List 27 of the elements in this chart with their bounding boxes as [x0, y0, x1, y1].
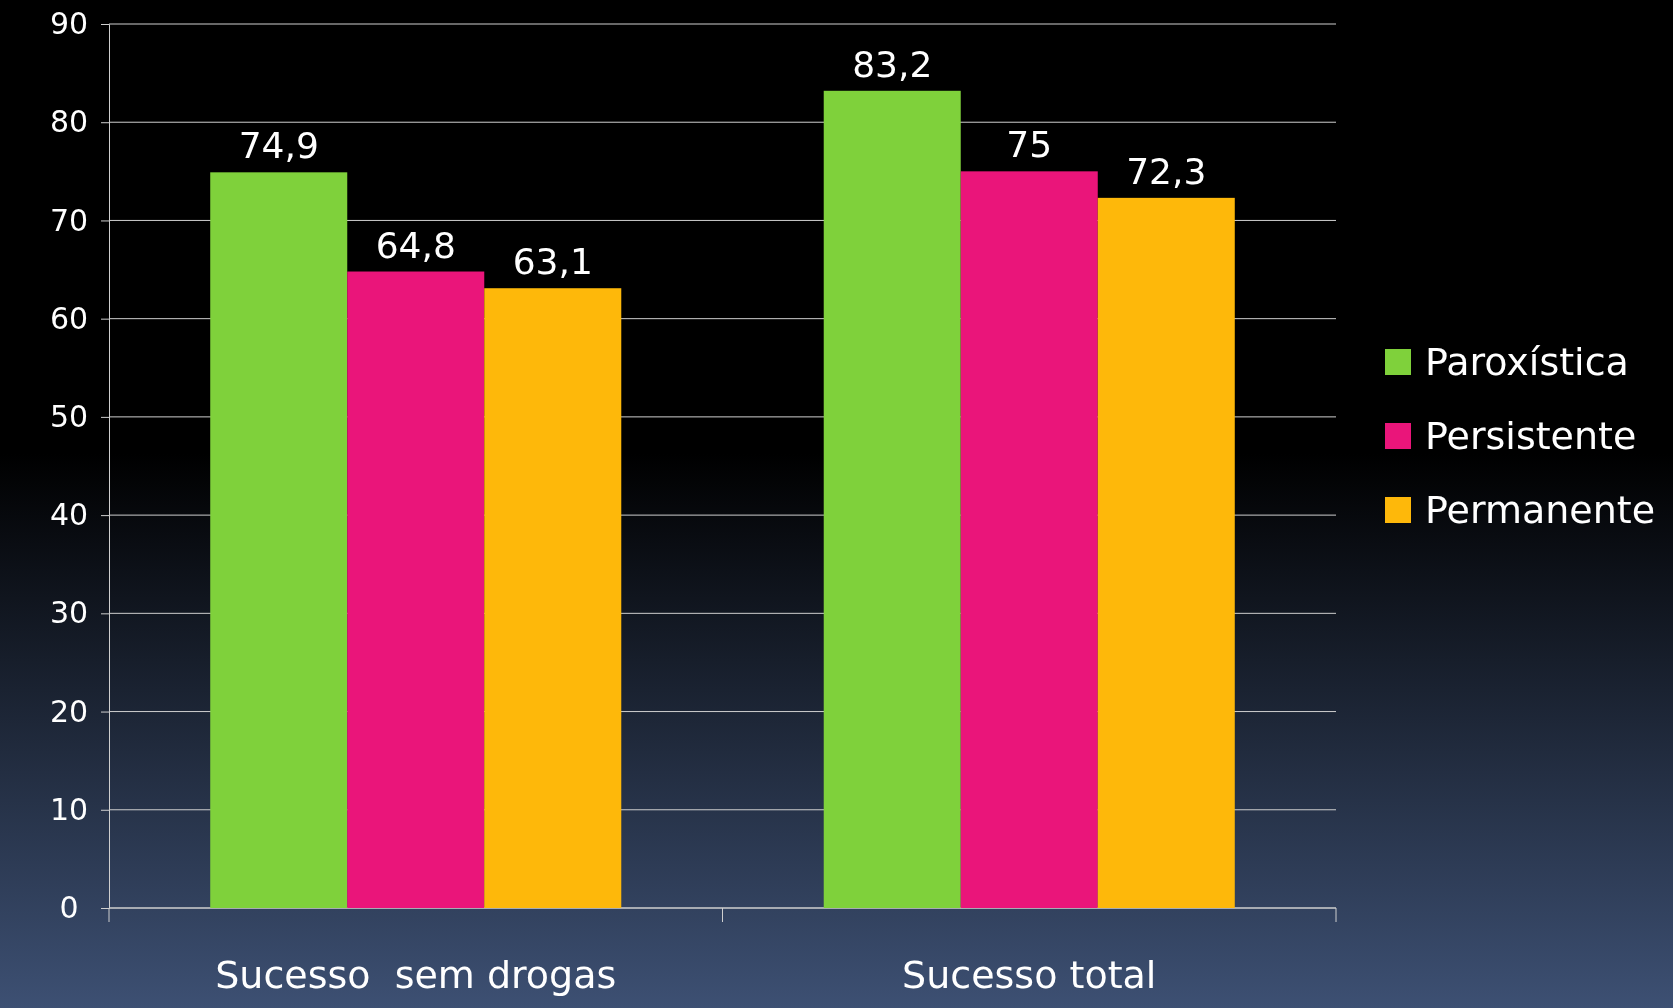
y-tick-label: 80 [49, 104, 89, 140]
bar [960, 171, 1098, 908]
legend-label: Persistente [1425, 414, 1637, 458]
data-label: 75 [1006, 124, 1053, 166]
data-label: 63,1 [512, 241, 593, 283]
y-tick-label: 70 [49, 202, 89, 238]
y-tick-label: 50 [49, 398, 89, 434]
bar [347, 271, 485, 908]
bar [210, 172, 348, 908]
x-tick-label: Sucesso total [902, 953, 1157, 997]
legend-label: Paroxística [1425, 340, 1629, 384]
y-tick-label: 40 [49, 497, 89, 533]
legend-label: Permanente [1425, 488, 1656, 532]
y-tick-label: 10 [49, 791, 89, 827]
y-tick-label: 30 [49, 595, 89, 631]
x-tick-label: Sucesso sem drogas [215, 953, 617, 997]
bar [484, 288, 622, 908]
y-tick-label: 0 [59, 890, 79, 926]
y-tick-label: 60 [49, 300, 89, 336]
bar [823, 90, 961, 908]
y-tick-label: 20 [49, 693, 89, 729]
y-tick-label: 90 [49, 6, 89, 42]
data-label: 74,9 [238, 125, 319, 167]
data-label: 64,8 [375, 224, 456, 266]
bar [1097, 197, 1235, 908]
data-label: 72,3 [1126, 150, 1207, 192]
data-label: 83,2 [852, 43, 933, 85]
